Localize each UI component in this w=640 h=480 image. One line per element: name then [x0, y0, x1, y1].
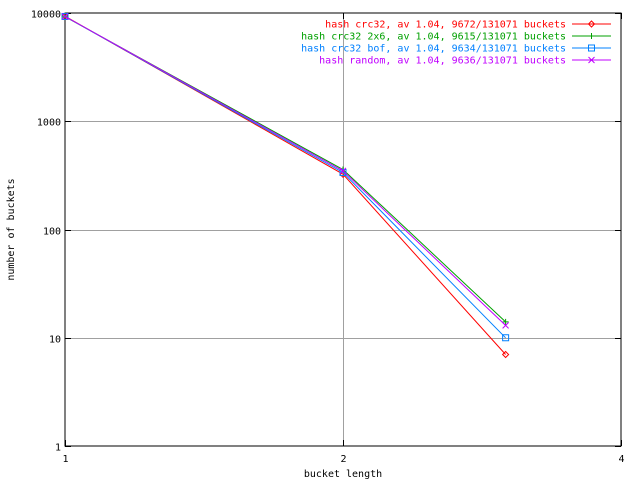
y-tick-label: 1000 [37, 118, 61, 129]
legend-entry-1: hash crc32, av 1.04, 9672/131071 buckets [325, 20, 611, 31]
legend-marker [588, 44, 595, 52]
legend-marker [587, 20, 596, 28]
legend-label: hash crc32, av 1.04, 9672/131071 buckets [325, 20, 566, 31]
legend-label: hash random, av 1.04, 9636/131071 bucket… [319, 56, 566, 67]
legend-label: hash crc32 2x6, av 1.04, 9615/131071 buc… [301, 32, 566, 43]
x-axis-label: bucket length [304, 469, 382, 480]
data-series [61, 12, 510, 359]
legend-label: hash crc32 bof, av 1.04, 9634/131071 buc… [301, 44, 566, 55]
data-point [61, 13, 69, 20]
x-tick-label: 4 [618, 454, 624, 465]
x-tick-label: 1 [62, 454, 68, 465]
axis-ticks: 1 2 4 1 10 100 1000 10000 [31, 10, 625, 466]
legend-entry-4: hash random, av 1.04, 9636/131071 bucket… [319, 56, 611, 67]
grid-lines [65, 13, 621, 446]
y-tick-label: 100 [43, 227, 61, 238]
y-tick-label: 10 [49, 335, 61, 346]
data-point [502, 322, 509, 329]
legend: hash crc32, av 1.04, 9672/131071 buckets… [301, 20, 611, 67]
data-point [501, 350, 510, 359]
legend-entry-2: hash crc32 2x6, av 1.04, 9615/131071 buc… [301, 32, 611, 43]
x-tick-label: 2 [340, 454, 346, 465]
data-point [339, 169, 347, 177]
legend-marker [588, 33, 595, 39]
legend-entry-3: hash crc32 bof, av 1.04, 9634/131071 buc… [301, 44, 611, 55]
series-4 [61, 13, 509, 329]
legend-marker [588, 56, 595, 64]
data-point [502, 334, 510, 342]
y-tick-label: 10000 [31, 10, 61, 21]
series-line [64, 15, 506, 355]
y-tick-label: 1 [55, 443, 61, 454]
data-point [339, 167, 347, 175]
data-point [502, 318, 509, 325]
y-axis-label: number of buckets [6, 178, 17, 280]
data-point [61, 12, 69, 20]
